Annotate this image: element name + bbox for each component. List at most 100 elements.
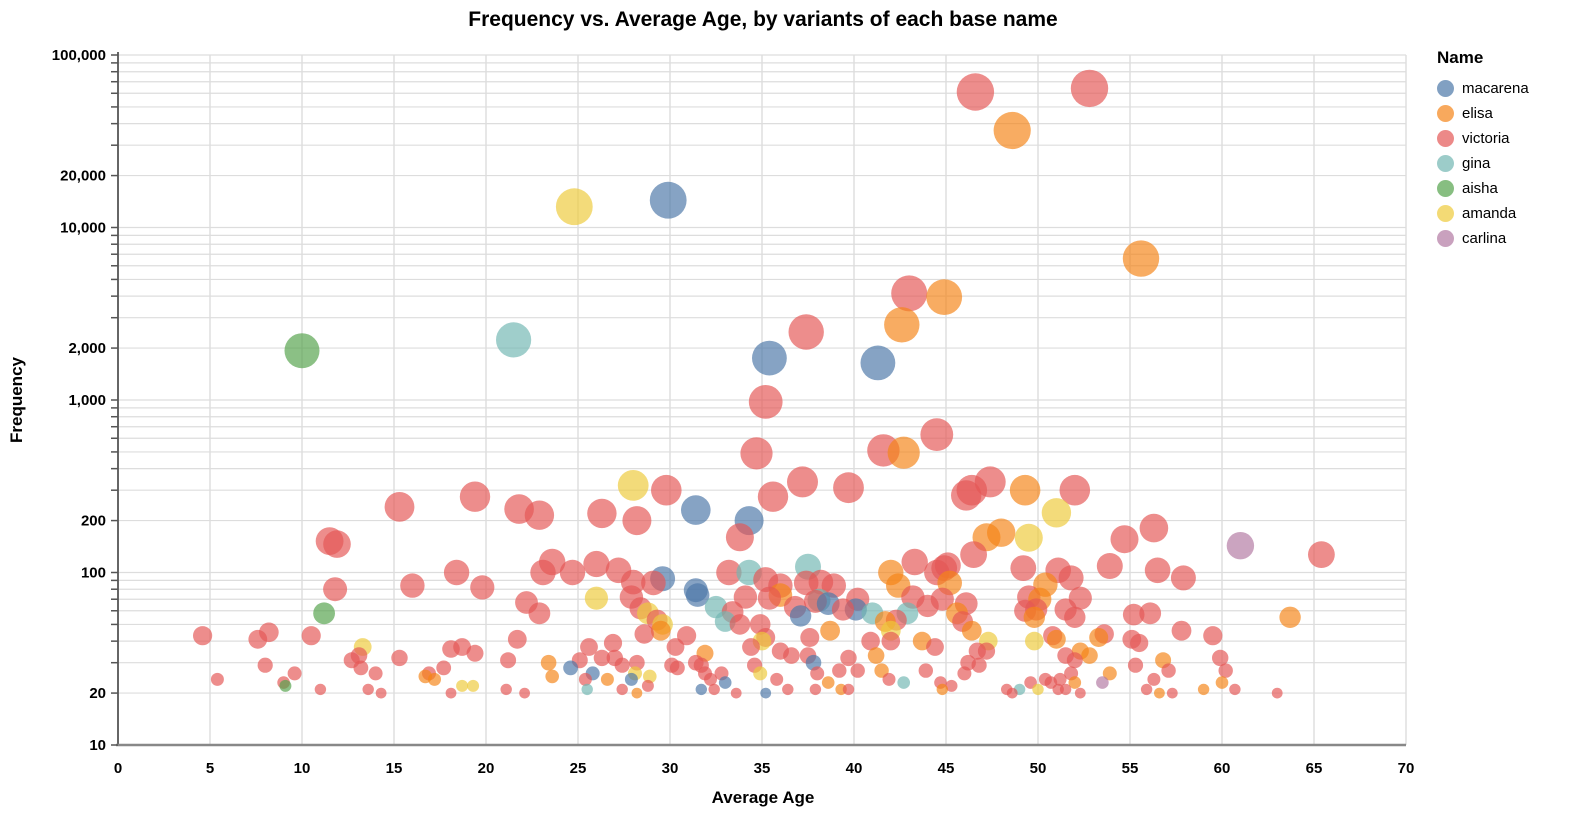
point-amanda	[1032, 683, 1044, 696]
point-victoria	[248, 629, 268, 649]
point-victoria	[530, 559, 556, 586]
legend-swatch-victoria-icon	[1437, 130, 1454, 147]
point-macarena	[681, 495, 711, 525]
point-victoria	[443, 559, 470, 586]
legend-swatch-gina-icon	[1437, 155, 1454, 172]
point-victoria	[622, 506, 652, 536]
point-victoria	[524, 500, 555, 530]
point-victoria	[850, 663, 865, 678]
point-elisa	[867, 647, 885, 664]
point-victoria	[578, 672, 592, 686]
point-victoria	[1171, 620, 1192, 641]
point-elisa	[936, 683, 948, 696]
point-victoria	[470, 575, 495, 600]
point-victoria	[466, 644, 484, 662]
point-victoria	[787, 466, 818, 498]
point-victoria	[757, 586, 782, 610]
point-victoria	[666, 638, 685, 656]
chart-title: Frequency vs. Average Age, by variants o…	[468, 8, 1058, 31]
point-macarena	[860, 345, 896, 381]
y-axis-title: Frequency	[7, 357, 26, 443]
point-elisa	[1154, 687, 1165, 699]
point-victoria	[725, 523, 754, 552]
y-tick-label: 100,000	[52, 47, 106, 64]
point-amanda	[617, 470, 649, 501]
point-victoria	[1203, 626, 1223, 646]
point-victoria	[1059, 474, 1091, 506]
point-elisa	[1215, 676, 1229, 689]
point-victoria	[583, 550, 610, 578]
y-axis-ticks	[111, 54, 118, 746]
y-tick-label: 100	[81, 565, 106, 582]
point-elisa	[1279, 606, 1301, 628]
point-victoria	[634, 624, 654, 644]
x-tick-label: 30	[662, 760, 679, 777]
point-victoria	[641, 679, 654, 692]
legend-swatch-aisha-icon	[1437, 180, 1454, 197]
point-victoria	[882, 672, 896, 686]
point-elisa	[1089, 628, 1109, 647]
point-victoria	[1110, 525, 1139, 554]
legend-item-macarena: macarena	[1437, 76, 1529, 101]
point-victoria	[614, 657, 630, 673]
point-victoria	[782, 683, 794, 696]
x-tick-label: 60	[1214, 760, 1231, 777]
legend-label: victoria	[1462, 130, 1510, 147]
point-victoria	[971, 657, 987, 673]
point-victoria	[391, 649, 408, 667]
point-victoria	[500, 683, 512, 696]
point-victoria	[1064, 606, 1086, 628]
point-victoria	[945, 679, 958, 692]
point-victoria	[1130, 633, 1149, 653]
point-macarena	[695, 683, 707, 696]
legend-item-victoria: victoria	[1437, 126, 1529, 151]
point-victoria	[400, 573, 425, 598]
point-elisa	[887, 436, 920, 469]
data-points	[193, 69, 1335, 699]
point-gina	[581, 683, 593, 696]
point-victoria	[507, 629, 527, 649]
point-victoria	[951, 480, 982, 511]
point-elisa	[820, 620, 840, 641]
point-victoria	[1052, 683, 1064, 696]
point-victoria	[353, 660, 369, 676]
point-elisa	[926, 279, 963, 315]
point-victoria	[809, 683, 822, 696]
legend-label: elisa	[1462, 105, 1493, 122]
point-macarena	[563, 660, 578, 676]
point-amanda	[467, 679, 480, 692]
point-victoria	[1066, 652, 1083, 669]
point-victoria	[323, 577, 348, 602]
point-victoria	[800, 628, 820, 647]
point-victoria	[1074, 687, 1086, 699]
point-victoria	[1271, 687, 1283, 699]
point-victoria	[580, 638, 598, 656]
point-amanda	[643, 669, 657, 684]
point-elisa	[600, 672, 614, 686]
point-victoria	[1096, 553, 1123, 579]
point-elisa	[1009, 474, 1041, 506]
y-tick-label: 10	[89, 737, 106, 754]
point-victoria	[1161, 663, 1176, 678]
point-victoria	[783, 647, 800, 664]
legend-title: Name	[1437, 48, 1484, 67]
legend-item-elisa: elisa	[1437, 101, 1529, 126]
point-elisa	[961, 620, 982, 641]
point-victoria	[831, 598, 855, 621]
y-tick-label: 20,000	[60, 168, 106, 185]
point-elisa	[545, 669, 559, 684]
point-victoria	[704, 672, 717, 686]
point-elisa	[1023, 606, 1045, 628]
point-victoria	[1127, 657, 1144, 673]
x-tick-label: 55	[1122, 760, 1139, 777]
point-elisa	[631, 687, 643, 699]
point-amanda	[1025, 631, 1044, 651]
legend-label: gina	[1462, 155, 1491, 172]
point-victoria	[918, 663, 933, 678]
point-elisa	[1068, 676, 1082, 689]
point-macarena	[624, 672, 638, 686]
point-victoria	[1147, 672, 1161, 686]
axis-lines	[116, 52, 1406, 747]
point-victoria	[362, 683, 374, 696]
